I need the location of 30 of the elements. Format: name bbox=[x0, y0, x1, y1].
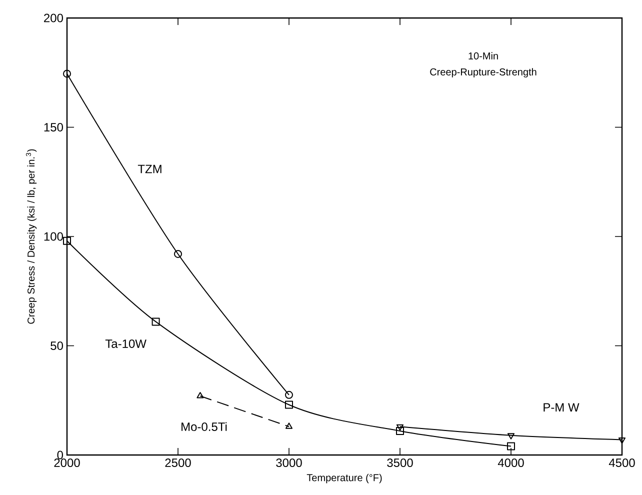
point bbox=[63, 236, 71, 245]
y-tick-label: 150 bbox=[44, 123, 63, 132]
point bbox=[507, 433, 515, 440]
point bbox=[396, 424, 404, 431]
y-axis-title: Creep Stress / Density (ksi / lb, per in.$^{3}$) bbox=[26, 149, 37, 324]
point bbox=[285, 390, 294, 399]
series-label: TZM bbox=[138, 164, 162, 174]
x-tick-label: 3500 bbox=[387, 458, 413, 468]
y-tick-label: 200 bbox=[44, 14, 63, 22]
point bbox=[285, 400, 294, 409]
x-tick-label: 2500 bbox=[165, 458, 191, 468]
x-tick-label: 4500 bbox=[608, 458, 635, 468]
annotation: 10-Min bbox=[468, 52, 498, 60]
point bbox=[152, 318, 160, 326]
point bbox=[63, 70, 71, 78]
annotation: Creep-Rupture-Strength bbox=[430, 68, 536, 78]
x-tick-label: 3000 bbox=[276, 458, 302, 468]
y-tick-label: 50 bbox=[50, 342, 63, 350]
point bbox=[174, 250, 182, 258]
x-tick-label: 2000 bbox=[54, 458, 80, 468]
text: P-M W bbox=[544, 403, 580, 412]
y-tick-label: 0 bbox=[57, 450, 64, 460]
point bbox=[618, 437, 626, 444]
x-axis-title: Temperature (°F) bbox=[306, 474, 382, 484]
x-tick-label: 4000 bbox=[498, 458, 524, 468]
series-label: Ta-10W bbox=[105, 339, 146, 348]
point bbox=[396, 426, 404, 435]
y-tick-label: 100 bbox=[44, 232, 63, 241]
point bbox=[507, 442, 516, 450]
series-label: Mo-0.5Ti bbox=[182, 422, 227, 431]
